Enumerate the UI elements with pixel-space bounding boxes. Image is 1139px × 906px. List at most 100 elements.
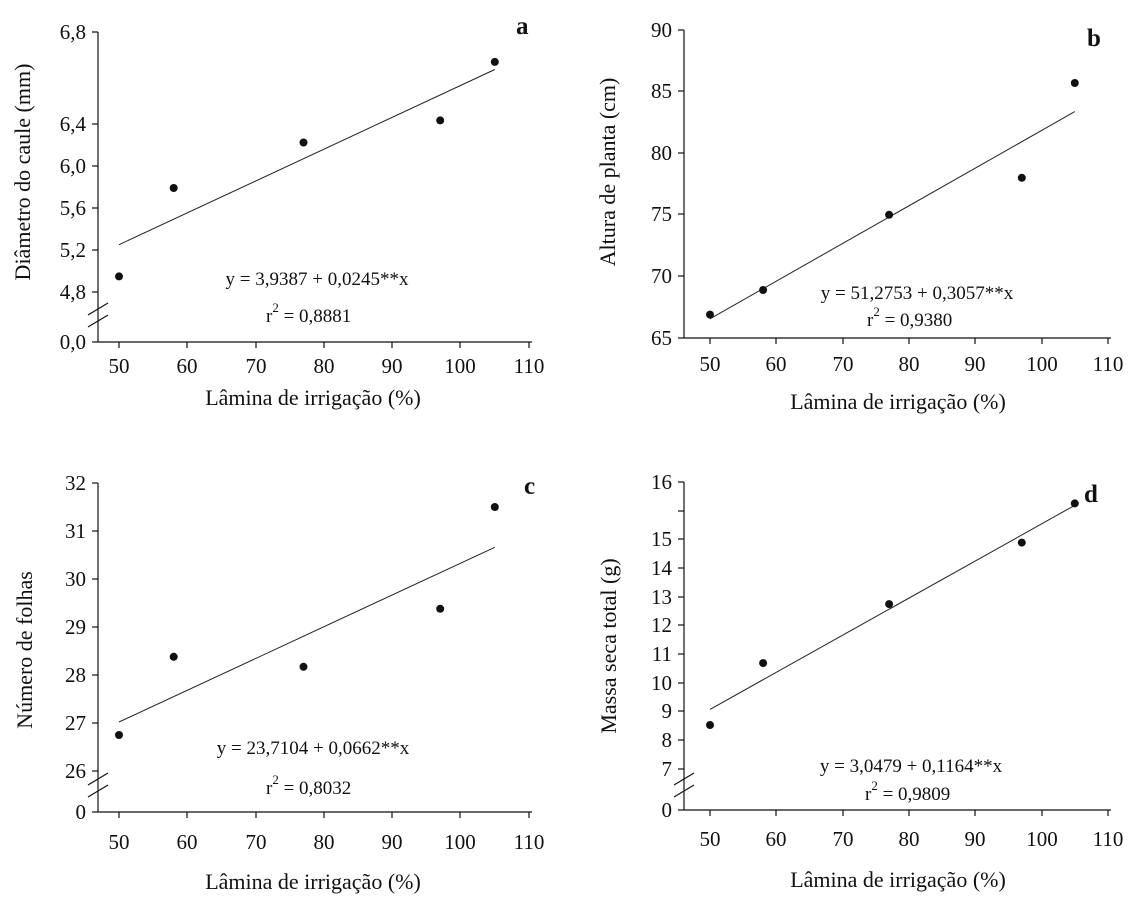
axis-break-mark [87,784,109,798]
y-tick-label: 16 [651,470,672,494]
data-point [299,138,308,147]
regression-equation: y = 3,0479 + 0,1164**x [820,756,1003,777]
x-tick-label: 80 [314,354,335,378]
x-tick-label: 100 [444,354,476,378]
y-tick-label: 0,0 [60,330,86,354]
x-tick-label: 60 [766,827,787,851]
x-tick-label: 70 [246,354,267,378]
x-tick-label: 90 [965,827,986,851]
y-tick-label: 29 [65,615,86,639]
x-tick-label: 50 [109,354,130,378]
x-tick-label: 50 [700,352,721,376]
data-point [115,272,123,281]
y-axis-label: Diâmetro do caule (mm) [10,64,35,281]
y-axis-label: Massa seca total (g) [596,558,621,733]
x-tick-label: 90 [382,830,403,854]
x-tick-label: 60 [766,352,787,376]
data-points [706,499,1079,729]
data-point [169,652,178,661]
x-tick-label: 80 [314,830,335,854]
y-tick-label: 27 [65,711,86,735]
x-tick-label: 70 [833,827,854,851]
x-axis-label: Lâmina de irrigação (%) [790,389,1006,414]
data-point [299,662,308,671]
axis-break-mark [87,314,109,328]
data-point [436,116,445,125]
y-tick-label: 0 [76,800,87,824]
y-tick-label: 32 [65,471,86,495]
regression-equation: y = 51,2753 + 0,3057**x [821,283,1014,304]
regression-line [118,546,496,723]
r-squared-label: r2 = 0,9809 [865,778,950,805]
r-squared-label: r2 = 0,8032 [266,772,351,799]
x-axis-label: Lâmina de irrigação (%) [790,867,1006,892]
data-point [169,184,178,192]
regression-equation: y = 23,7104 + 0,0662**x [217,738,410,759]
panel-c: c 0 26 27 28 29 30 31 32 50 60 70 80 90 … [12,471,544,894]
x-tick-label: 60 [177,830,198,854]
y-tick-label: 28 [65,663,86,687]
x-tick-label: 100 [444,830,476,854]
y-axis-label: Altura de planta (cm) [595,78,620,267]
x-tick-label: 60 [177,354,198,378]
data-point [115,731,123,739]
regression-equation: y = 3,9387 + 0,0245**x [226,269,409,290]
r-squared-label: r2 = 0,9380 [867,304,952,331]
x-tick-label: 110 [514,830,545,854]
panel-letter-a: a [516,13,529,40]
y-tick-label: 80 [651,141,672,165]
panel-a: a 0,0 4,8 5,2 5,6 6,0 6,4 6,8 50 60 70 8… [10,13,544,410]
axis-break-mark [87,302,109,316]
y-tick-label: 30 [65,567,86,591]
x-tick-label: 100 [1026,352,1058,376]
data-points [706,79,1079,319]
x-tick-label: 110 [514,354,545,378]
x-tick-label: 110 [1093,827,1124,851]
panel-d: d 0 7 8 9 10 11 12 13 14 15 16 50 [596,470,1123,892]
data-point [490,503,499,511]
y-tick-label: 6,4 [60,112,87,136]
axis-break-mark [673,784,695,798]
axis-break-mark [673,772,695,786]
data-point [1070,499,1079,508]
x-tick-label: 70 [833,352,854,376]
y-tick-label: 6,0 [60,154,86,178]
y-tick-label: 10 [651,671,672,695]
data-point [706,721,714,729]
regression-line [118,69,496,246]
x-tick-label: 90 [382,354,403,378]
y-tick-label: 31 [65,519,86,543]
panel-letter-b: b [1087,25,1101,52]
r-squared-label: r2 = 0,8881 [266,300,351,327]
x-tick-label: 50 [700,827,721,851]
data-point [1017,538,1026,547]
y-tick-label: 7 [662,757,673,781]
y-tick-label: 85 [651,79,672,103]
x-tick-label: 70 [246,830,267,854]
regression-line [709,504,1076,710]
data-point [759,286,768,294]
data-point [885,600,894,609]
r-squared-value: = 0,9809 [878,784,950,805]
y-tick-label: 13 [651,585,672,609]
x-tick-label: 90 [965,352,986,376]
data-point [759,659,768,668]
x-tick-label: 80 [899,827,920,851]
x-tick-label: 80 [899,352,920,376]
x-tick-label: 100 [1026,827,1058,851]
x-axis-label: Lâmina de irrigação (%) [205,385,421,410]
y-tick-label: 5,2 [60,238,86,262]
panel-letter-d: d [1084,481,1098,508]
data-point [706,310,714,319]
data-point [490,57,499,66]
r-squared-value: = 0,9380 [880,310,952,331]
data-point [436,604,445,613]
y-tick-label: 8 [662,728,673,752]
y-tick-label: 11 [652,642,672,666]
y-tick-label: 90 [651,18,672,42]
panel-b: b 65 70 75 80 85 90 50 60 70 80 90 100 1… [595,18,1123,414]
y-axis-label: Número de folhas [12,571,37,729]
x-tick-label: 50 [109,830,130,854]
x-axis-label: Lâmina de irrigação (%) [205,869,421,894]
